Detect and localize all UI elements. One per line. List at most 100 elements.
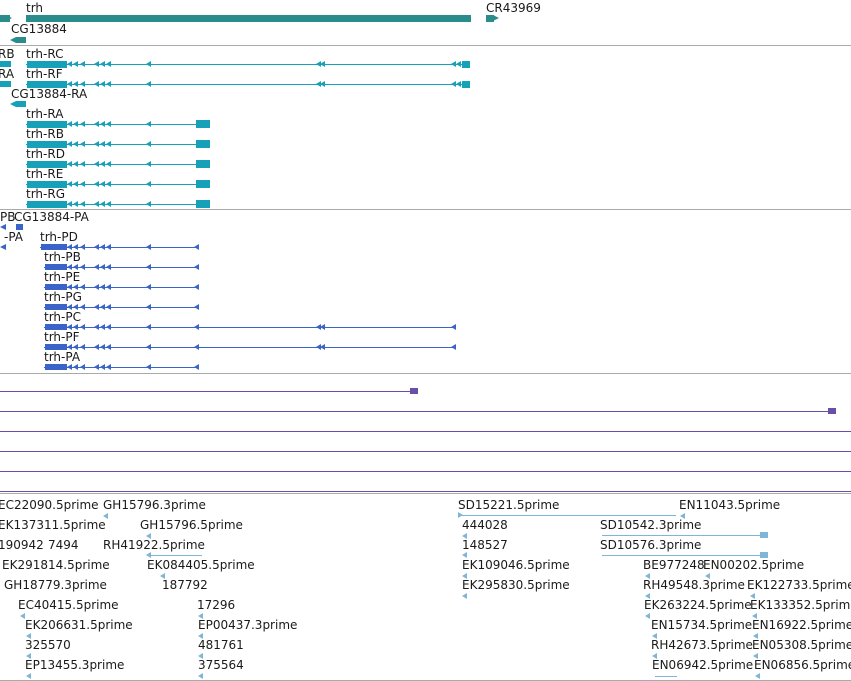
- protein-block[interactable]: [16, 224, 23, 230]
- gene-bar-trh[interactable]: [26, 15, 471, 22]
- transcript-label-trh-rc: trh-RC: [26, 47, 64, 61]
- exon-block[interactable]: [27, 201, 67, 208]
- protein-label-partial-pb: PB: [0, 210, 16, 224]
- exon-marker-icon: [67, 324, 72, 330]
- est-arrow-icon[interactable]: [645, 593, 650, 599]
- est-arrow-icon[interactable]: [645, 613, 650, 619]
- exon-marker-icon: [451, 81, 456, 87]
- est-arrow-icon[interactable]: [705, 573, 710, 579]
- protein-block[interactable]: [45, 264, 67, 270]
- est-arrow-icon[interactable]: [198, 673, 203, 679]
- exon-block[interactable]: [196, 140, 210, 148]
- exon-marker-icon: [146, 181, 151, 187]
- est-arrow-icon[interactable]: [462, 573, 467, 579]
- est-arrow-icon[interactable]: [755, 673, 760, 679]
- protein-block[interactable]: [45, 364, 67, 370]
- exon-block[interactable]: [27, 181, 67, 188]
- alignment-line[interactable]: [0, 391, 412, 392]
- transcript-bar-partial[interactable]: [0, 81, 11, 87]
- est-arrow-icon[interactable]: [146, 533, 151, 539]
- alignment-line[interactable]: [0, 451, 851, 452]
- est-arrow-icon[interactable]: [198, 613, 203, 619]
- exon-block[interactable]: [27, 121, 67, 128]
- est-arrow-icon[interactable]: [458, 512, 463, 518]
- est-line[interactable]: [147, 555, 202, 556]
- gene-bar-cg13884[interactable]: [16, 37, 26, 43]
- est-line[interactable]: [655, 676, 677, 677]
- est-line[interactable]: [460, 515, 676, 516]
- protein-label-trh-pa: trh-PA: [44, 350, 81, 364]
- gene-bar-left-partial[interactable]: [0, 15, 10, 22]
- exon-marker-icon: [67, 284, 72, 290]
- exon-block[interactable]: [462, 81, 470, 88]
- intron-line: [44, 367, 199, 368]
- est-arrow-icon[interactable]: [198, 653, 203, 659]
- gene-track: trh CR43969 CG13884: [0, 0, 851, 45]
- est-arrow-icon[interactable]: [198, 633, 203, 639]
- exon-marker-icon: [106, 284, 111, 290]
- protein-block[interactable]: [45, 284, 67, 290]
- exon-marker-icon: [100, 161, 105, 167]
- protein-block[interactable]: [45, 304, 67, 310]
- protein-block[interactable]: [45, 324, 67, 330]
- exon-block[interactable]: [27, 141, 67, 148]
- gene-label-cg13884: CG13884: [11, 22, 67, 36]
- protein-block[interactable]: [41, 244, 67, 250]
- est-arrow-icon[interactable]: [753, 653, 758, 659]
- alignment-line[interactable]: [0, 431, 851, 432]
- exon-block[interactable]: [196, 200, 210, 208]
- exon-block[interactable]: [27, 61, 67, 68]
- est-arrow-icon[interactable]: [645, 573, 650, 579]
- protein-block[interactable]: [45, 344, 67, 350]
- est-arrow-icon[interactable]: [462, 593, 467, 599]
- est-arrow-icon[interactable]: [462, 533, 467, 539]
- est-arrow-icon[interactable]: [652, 633, 657, 639]
- est-arrow-icon[interactable]: [680, 513, 685, 519]
- exon-block[interactable]: [16, 101, 26, 107]
- transcript-label-trh-rb: trh-RB: [26, 127, 64, 141]
- est-arrow-icon[interactable]: [750, 593, 755, 599]
- exon-marker-icon: [73, 324, 78, 330]
- alignment-block[interactable]: [410, 388, 418, 394]
- est-arrow-icon[interactable]: [26, 633, 31, 639]
- est-arrow-icon[interactable]: [160, 573, 165, 579]
- exon-marker-icon: [146, 161, 151, 167]
- est-arrow-icon[interactable]: [26, 673, 31, 679]
- est-label: SD10576.3prime: [600, 538, 702, 552]
- est-block[interactable]: [760, 532, 768, 538]
- est-arrow-icon[interactable]: [753, 633, 758, 639]
- exon-marker-icon: [94, 364, 99, 370]
- alignment-block[interactable]: [828, 408, 836, 414]
- alignment-line[interactable]: [0, 491, 851, 492]
- est-arrow-icon[interactable]: [652, 653, 657, 659]
- est-arrow-icon[interactable]: [146, 552, 151, 558]
- exon-block[interactable]: [196, 120, 210, 128]
- exon-marker-icon: [67, 61, 72, 67]
- exon-marker-icon: [94, 264, 99, 270]
- intron-line: [44, 267, 199, 268]
- exon-block[interactable]: [27, 161, 67, 168]
- exon-marker-icon: [194, 344, 199, 350]
- transcript-bar-partial[interactable]: [0, 61, 11, 67]
- exon-block[interactable]: [196, 160, 210, 168]
- est-arrow-icon[interactable]: [26, 653, 31, 659]
- exon-marker-icon: [67, 364, 72, 370]
- exon-block[interactable]: [196, 180, 210, 188]
- transcript-label-cg13884-ra: CG13884-RA: [11, 87, 88, 101]
- gene-bar-cr43969[interactable]: [486, 15, 494, 22]
- est-label: RH41922.5prime: [103, 538, 205, 552]
- est-arrow-icon[interactable]: [103, 513, 108, 519]
- exon-block[interactable]: [27, 81, 67, 88]
- est-label: EN05308.5prime: [752, 638, 851, 652]
- est-arrow-icon[interactable]: [462, 552, 467, 558]
- est-arrow-icon[interactable]: [752, 613, 757, 619]
- exon-block[interactable]: [462, 61, 470, 68]
- alignment-line[interactable]: [0, 411, 830, 412]
- est-arrow-icon[interactable]: [20, 613, 25, 619]
- est-line[interactable]: [602, 555, 768, 556]
- est-line[interactable]: [602, 535, 768, 536]
- est-track: EC22090.5prime GH15796.3prime SD15221.5p…: [0, 494, 851, 681]
- est-block[interactable]: [760, 552, 768, 558]
- alignment-line[interactable]: [0, 471, 851, 472]
- est-label: EK133352.5prime: [750, 598, 851, 612]
